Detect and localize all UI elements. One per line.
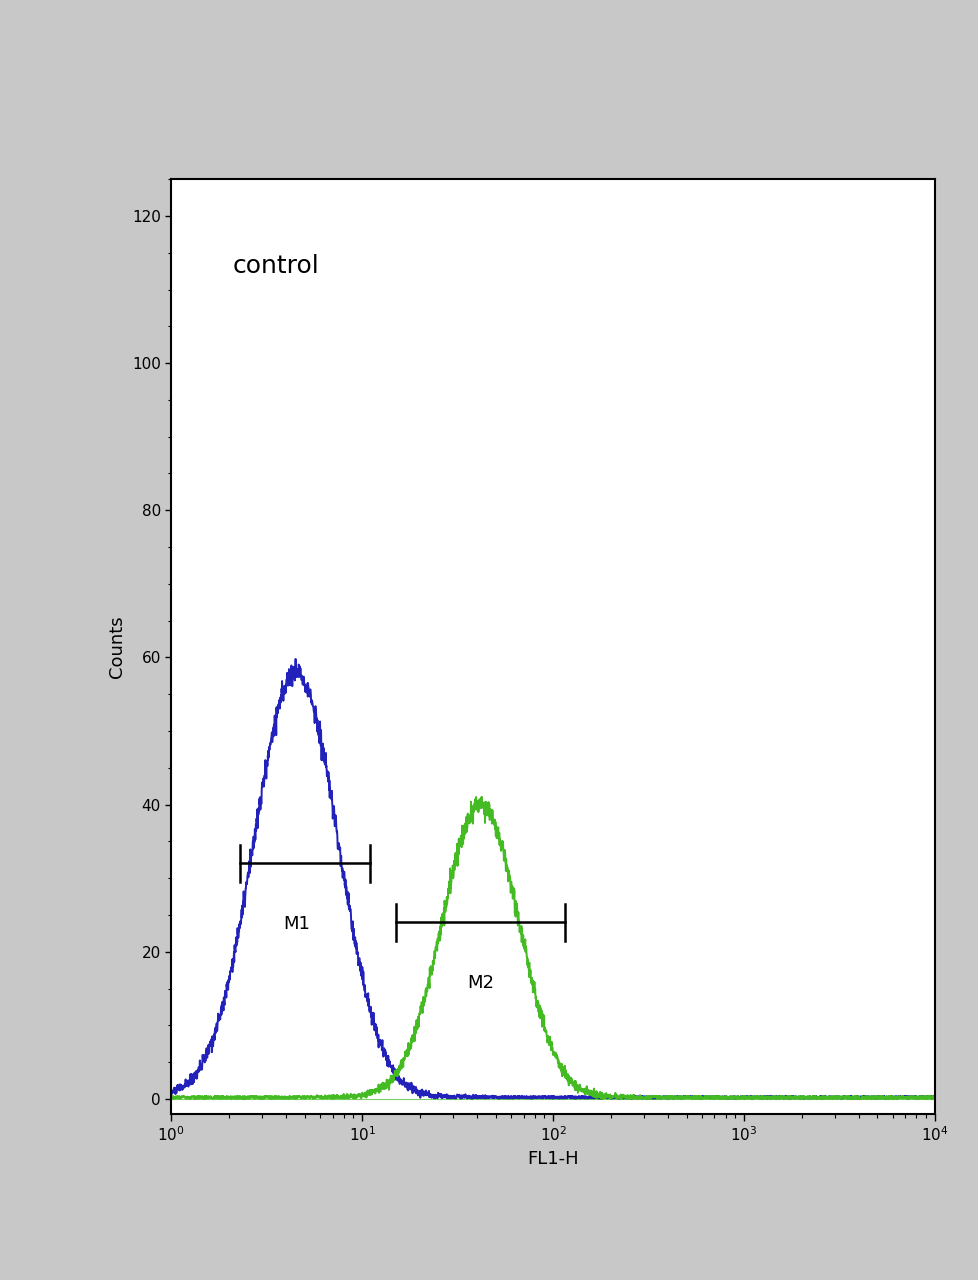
Text: control: control [232,253,319,278]
Text: M2: M2 [467,974,493,992]
Y-axis label: Counts: Counts [109,616,126,677]
Text: M1: M1 [283,915,310,933]
X-axis label: FL1-H: FL1-H [527,1149,578,1167]
